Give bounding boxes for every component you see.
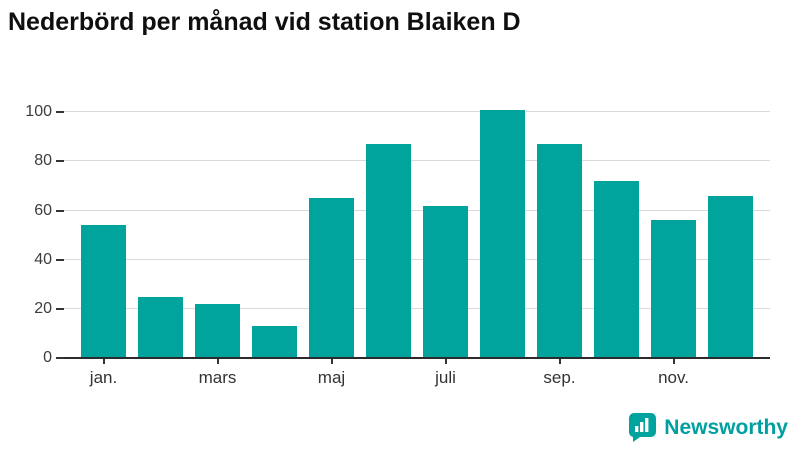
x-axis-tick — [102, 359, 105, 364]
x-axis-label: maj — [317, 368, 346, 387]
bar-maj — [309, 198, 354, 358]
newsworthy-icon — [629, 413, 657, 442]
x-axis-label: juli — [435, 368, 456, 387]
y-axis-label: 40 — [34, 250, 52, 268]
gridline — [64, 209, 770, 211]
bar-nov. — [651, 220, 696, 358]
bar-dec. — [708, 195, 753, 358]
y-axis-tick — [56, 357, 64, 359]
chart-title: Nederbörd per månad vid station Blaiken … — [8, 8, 521, 36]
bar-mars — [195, 303, 240, 358]
gridline — [64, 160, 770, 162]
x-axis-tick — [330, 359, 333, 364]
x-axis-tick — [558, 359, 561, 364]
gridline — [64, 258, 770, 260]
bar-sep. — [537, 144, 582, 358]
y-axis-label: 100 — [25, 103, 52, 121]
bar-okt. — [594, 181, 639, 358]
y-axis-tick — [56, 160, 64, 163]
bar-aug. — [480, 109, 525, 358]
bar-juli — [423, 205, 468, 358]
x-axis-line — [64, 357, 770, 359]
brand-name: Newsworthy — [664, 415, 788, 439]
bar-juni — [366, 144, 411, 358]
y-axis-label: 80 — [34, 152, 52, 170]
brand-logo: Newsworthy — [629, 413, 788, 442]
y-axis-label: 20 — [34, 299, 52, 317]
x-axis-tick — [444, 359, 447, 364]
x-axis-tick — [216, 359, 219, 364]
x-axis-label: jan. — [89, 368, 118, 387]
gridline — [64, 307, 770, 309]
gridline — [64, 111, 770, 113]
y-axis-label: 0 — [43, 349, 52, 366]
bar-jan. — [81, 225, 126, 358]
y-axis-tick — [56, 258, 64, 261]
y-axis-tick — [56, 209, 64, 212]
x-axis-tick — [672, 359, 675, 364]
plot-area: 0 20 40 60 80 100 jan. mars maj juli sep. nov. — [25, 100, 770, 387]
x-axis-label: nov. — [658, 368, 689, 387]
bar-apr. — [252, 326, 297, 358]
y-axis-tick — [56, 307, 64, 310]
y-axis-label: 60 — [34, 201, 52, 219]
bar-feb. — [138, 296, 183, 358]
x-axis-label: mars — [198, 368, 237, 387]
x-axis-label: sep. — [543, 368, 576, 387]
y-axis-tick — [56, 111, 64, 114]
